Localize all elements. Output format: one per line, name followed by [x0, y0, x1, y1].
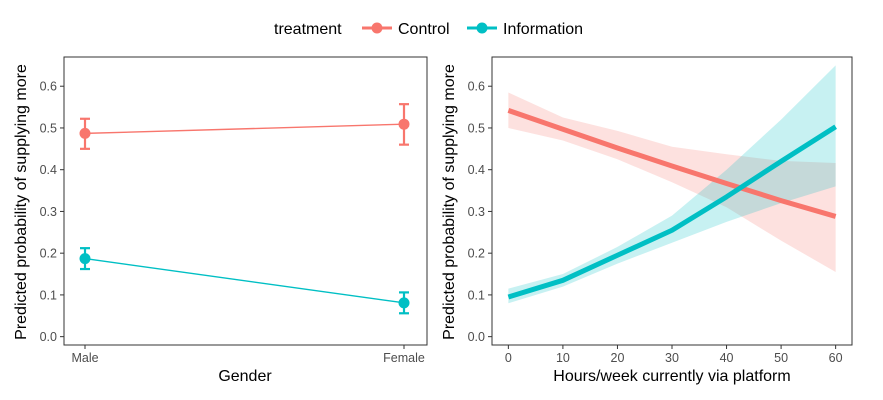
- panel-gender-x-axis: Male Female: [71, 345, 425, 365]
- panel-hours-x-tick-label: 40: [720, 351, 734, 365]
- panel-hours-x-tick-label: 20: [611, 351, 625, 365]
- panel-gender: 0.00.10.20.30.40.50.6 Male Female Gender …: [13, 56, 428, 385]
- panel-hours-y-tick-label: 0.4: [468, 163, 485, 177]
- panel-hours-plot-area: [507, 65, 837, 304]
- panel-gender-y-tick-label: 0.3: [40, 205, 57, 219]
- series-line-control: [84, 123, 405, 135]
- panel-gender-x-tick-label-female: Female: [383, 351, 425, 365]
- panel-hours-y-axis: 0.0 0.1 0.2 0.3 0.4 0.5 0.6: [468, 80, 492, 344]
- panel-gender-y-tick-label: 0.2: [40, 247, 57, 261]
- panel-gender-y-tick-label: 0.1: [40, 288, 57, 302]
- data-point-control: [398, 118, 410, 130]
- panel-hours-x-tick-label: 0: [505, 351, 512, 365]
- panel-gender-x-axis-title: Gender: [218, 368, 272, 385]
- panel-hours-x-tick-label: 50: [774, 351, 788, 365]
- data-point-information: [398, 297, 410, 309]
- legend-key-information: [467, 22, 497, 34]
- panel-hours-y-tick-label: 0.6: [468, 80, 485, 94]
- series-line-information: [84, 257, 405, 304]
- panel-hours-y-axis-title: Predicted probability of supplying more: [441, 64, 458, 340]
- legend-label-information: Information: [503, 21, 583, 38]
- panel-gender-y-axis-title: Predicted probability of supplying more: [13, 64, 30, 340]
- panel-hours-y-tick-label: 0.1: [468, 288, 485, 302]
- panel-hours-x-axis: 0 10 20 30 40 50 60: [505, 345, 843, 365]
- panel-gender-border: [63, 56, 428, 346]
- panel-hours-x-tick-label: 30: [665, 351, 679, 365]
- data-point-control: [79, 127, 91, 139]
- panel-hours-y-tick-label: 0.0: [468, 330, 485, 344]
- data-point-information: [79, 253, 91, 265]
- panel-gender-plot-area: [79, 103, 410, 315]
- series-line-information: [507, 124, 837, 300]
- panel-hours-x-tick-label: 60: [829, 351, 843, 365]
- panel-gender-y-axis: 0.0 0.1 0.2 0.3 0.4 0.5 0.6: [40, 80, 64, 344]
- panel-hours-y-tick-label: 0.5: [468, 121, 485, 135]
- panel-hours-x-axis-title: Hours/week currently via platform: [553, 368, 790, 385]
- legend-key-control: [362, 22, 392, 34]
- confidence-band-information: [508, 65, 836, 304]
- panel-gender-y-tick-label: 0.5: [40, 121, 57, 135]
- panel-hours-border: [491, 56, 853, 346]
- series-line-control: [507, 108, 837, 219]
- panel-gender-y-tick-label: 0.4: [40, 163, 57, 177]
- legend-label-control: Control: [398, 21, 450, 38]
- panel-hours: 0.0 0.1 0.2 0.3 0.4 0.5 0.6 0 10 20 30 40 50 60 Hour…: [441, 56, 853, 385]
- panel-hours-y-tick-label: 0.2: [468, 247, 485, 261]
- panel-gender-y-tick-label: 0.0: [40, 330, 57, 344]
- panel-gender-y-tick-label: 0.6: [40, 80, 57, 94]
- panel-hours-x-tick-label: 10: [556, 351, 570, 365]
- legend: treatment Control Information: [274, 21, 583, 38]
- panel-hours-y-tick-label: 0.3: [468, 205, 485, 219]
- legend-title: treatment: [274, 21, 342, 38]
- panel-gender-x-tick-label-male: Male: [71, 351, 98, 365]
